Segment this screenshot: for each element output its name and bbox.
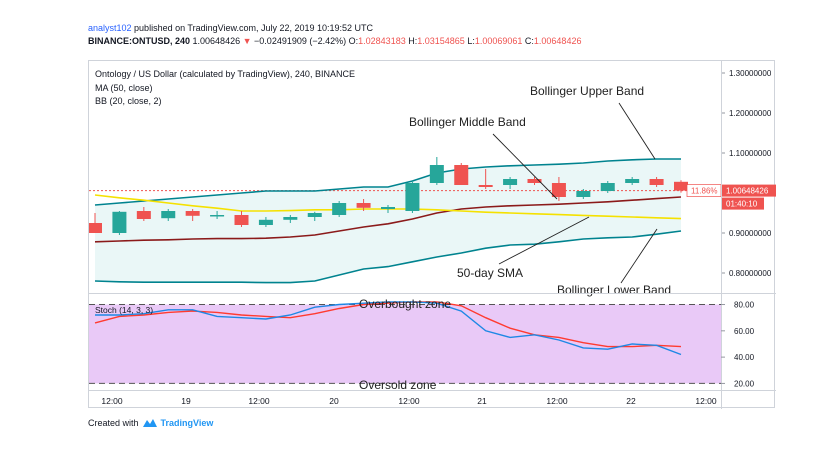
chart-title: Ontology / US Dollar (calculated by Trad… (95, 69, 355, 79)
annotation-upper-arrow (618, 102, 656, 160)
candle-body (551, 183, 566, 197)
open-label: O: (348, 36, 359, 46)
price-pane[interactable]: 1.300000001.200000001.100000001.00000000… (88, 61, 776, 297)
time-tick-label: 20 (329, 396, 339, 406)
last-price: 1.00648426 (192, 36, 241, 46)
candle-body (405, 183, 420, 211)
tradingview-brand[interactable]: TradingView (160, 418, 214, 428)
annotation-sma-arrow (498, 216, 590, 265)
close-value: 1.00648426 (533, 36, 582, 46)
stoch-tick-label: 40.00 (734, 353, 755, 362)
candle-body (283, 217, 298, 220)
stoch-pane[interactable]: 80.00 60.00 40.00 20.00 Stoch (14, 3, 3) Ov… (89, 297, 755, 392)
time-tick-label: 19 (181, 396, 191, 406)
chart-svg[interactable]: 1.300000001.200000001.100000001.00000000… (88, 61, 776, 409)
price-tick-label: 1.10000000 (729, 149, 772, 158)
candle-body (649, 179, 664, 185)
candle-body (356, 203, 371, 208)
stoch-d-line (94, 301, 682, 348)
pct-tag-text: 11.86% (691, 187, 718, 196)
candle-body (112, 211, 127, 233)
high-value: 1.03154865 (417, 36, 465, 46)
annotation-oversold: Oversold zone (359, 378, 437, 392)
stoch-tick-label: 20.00 (734, 379, 755, 388)
symbol: BINANCE:ONTUSD, 240 (88, 36, 191, 46)
stoch-tick-label: 80.00 (734, 301, 755, 310)
publish-info: published on TradingView.com, July 22, 2… (131, 23, 374, 33)
candle-body (258, 219, 273, 225)
annotation-middle-arrow (492, 133, 558, 200)
stoch-axis: 80.00 60.00 40.00 20.00 (721, 301, 755, 388)
chart-header: analyst102 published on TradingView.com,… (88, 22, 581, 48)
tradingview-logo-icon (142, 419, 157, 427)
bb-lower-line (94, 230, 682, 284)
time-tick-label: 12:00 (248, 396, 270, 406)
quote-line: BINANCE:ONTUSD, 240 1.00648426 ▼ −0.0249… (88, 35, 581, 48)
candle-body (503, 179, 518, 185)
price-tick-label: 0.80000000 (729, 269, 772, 278)
candle-body (600, 183, 615, 191)
open-value: 1.02843183 (358, 36, 406, 46)
time-tick-label: 22 (626, 396, 636, 406)
bb-fill (95, 159, 681, 283)
candle-body (234, 215, 249, 225)
time-tick-label: 21 (477, 396, 487, 406)
candle-body (136, 211, 151, 219)
countdown-tag (721, 197, 764, 210)
price-tick-label: 1.20000000 (729, 109, 772, 118)
low-value: 1.00069061 (474, 36, 523, 46)
candle-body (332, 203, 347, 215)
author-link[interactable]: analyst102 (88, 23, 132, 33)
footer: Created with TradingView (88, 418, 213, 428)
created-with: Created with (88, 418, 139, 428)
price-tick-label: 1.30000000 (729, 69, 772, 78)
time-tick-label: 12:00 (546, 396, 568, 406)
annotation-sma: 50-day SMA (457, 266, 523, 280)
change-arrow-icon: ▼ (242, 36, 252, 46)
bb-upper-line (94, 158, 681, 206)
last-price-tag (721, 184, 776, 197)
annotation-upper: Bollinger Upper Band (530, 84, 644, 98)
candle-body (478, 185, 493, 187)
candle-body (161, 211, 176, 219)
time-axis: 12:00 19 12:00 20 12:00 21 12:00 22 12:00 (101, 396, 717, 406)
chart-frame[interactable]: 1.300000001.200000001.100000001.00000000… (88, 60, 776, 409)
annotation-middle: Bollinger Middle Band (409, 115, 526, 129)
candles (88, 157, 688, 235)
candle-body (185, 211, 200, 216)
candle-body (674, 181, 688, 191)
candle-body (625, 179, 640, 183)
bb-middle-line (94, 196, 682, 243)
publish-line: analyst102 published on TradingView.com,… (88, 22, 581, 35)
candle-body (576, 191, 591, 197)
time-tick-label: 12:00 (398, 396, 420, 406)
candle-body (381, 207, 395, 209)
time-tick-label: 12:00 (101, 396, 123, 406)
annotation-overbought: Overbought zone (359, 297, 451, 311)
annotation-lower-arrow (620, 228, 658, 284)
last-price-tag-text: 1.00648426 (726, 187, 769, 196)
candle-body (210, 215, 225, 217)
price-axis: 1.300000001.200000001.100000001.00000000… (721, 69, 772, 278)
candle-body (88, 223, 102, 233)
candle-body (454, 165, 469, 185)
stoch-band (89, 304, 721, 384)
countdown-tag-text: 01:40:10 (726, 200, 758, 209)
stoch-legend: Stoch (14, 3, 3) (95, 305, 153, 315)
ma-legend: MA (50, close) (95, 83, 153, 93)
high-label: H: (408, 36, 418, 46)
annotation-lower: Bollinger Lower Band (557, 283, 671, 297)
price-tick-label: 0.90000000 (729, 229, 772, 238)
close-label: C: (524, 36, 534, 46)
stoch-k-line (95, 301, 682, 356)
bb-legend: BB (20, close, 2) (95, 96, 162, 106)
candle-body (307, 213, 322, 217)
change-value: −0.02491909 (−2.42%) (254, 36, 347, 46)
low-label: L: (467, 36, 475, 46)
candle-body (429, 165, 444, 183)
candle-body (527, 179, 542, 183)
stoch-tick-label: 60.00 (734, 327, 755, 336)
time-tick-label: 12:00 (695, 396, 717, 406)
